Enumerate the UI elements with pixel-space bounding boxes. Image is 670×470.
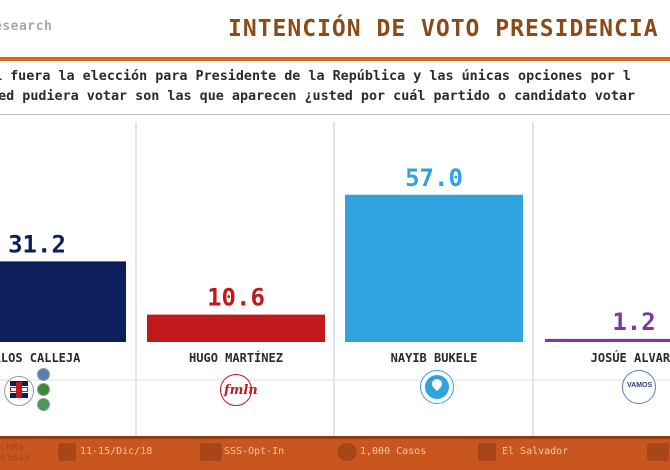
person-location-icon xyxy=(478,443,496,461)
category-label-1: RLOS CALLEJA xyxy=(0,351,81,365)
page-title: INTENCIÓN DE VOTO PRESIDENCIA xyxy=(228,16,659,42)
footer-method: SSS-Opt-In xyxy=(224,446,285,457)
vote-intention-bar-chart: 31.2 RLOS CALLEJA 10.6 HUGO MARTÍNEZ 57.0 NAY… xyxy=(0,122,670,436)
value-label-1: 31.2 xyxy=(8,230,66,258)
bar-1 xyxy=(0,261,126,342)
bar-4 xyxy=(545,338,670,342)
bar-2 xyxy=(147,314,325,342)
header-bar: esearch INTENCIÓN DE VOTO PRESIDENCIA xyxy=(0,0,670,62)
brand-name: esearch xyxy=(0,19,53,34)
question-box: i fuera la elección para Presidente de l… xyxy=(0,66,670,112)
bar-3 xyxy=(345,194,523,342)
vamos-logo-label: VAMOS xyxy=(627,382,653,389)
value-label-3: 57.0 xyxy=(405,164,463,192)
footer-country: El Salvador xyxy=(502,446,569,457)
footer-bar: chMa 03645 11-15/Dic/18 SSS-Opt-In 1,000… xyxy=(0,436,670,470)
value-label-2: 10.6 xyxy=(207,284,265,312)
envelope-icon xyxy=(647,443,669,461)
footer-date: 11-15/Dic/18 xyxy=(80,446,153,457)
footer-left-line-2: 03645 xyxy=(0,453,31,464)
category-label-3: NAYIB BUKELE xyxy=(391,351,478,365)
value-label-4: 1.2 xyxy=(612,308,655,336)
footer-left-text: chMa 03645 xyxy=(0,442,30,464)
sss-method-icon xyxy=(200,443,222,461)
fmln-logo-icon: fmln xyxy=(220,374,258,406)
gana-logo-icon xyxy=(420,370,456,404)
vamos-logo-icon: VAMOS xyxy=(622,370,658,404)
arena-party-logos-icon xyxy=(4,368,54,418)
header-accent-line xyxy=(0,57,670,61)
footer-cases: 1,000 Casos xyxy=(360,446,427,457)
question-line-2: sted pudiera votar son las que aparecen … xyxy=(0,89,636,104)
category-label-4: JOSÚE ALVARA xyxy=(591,350,670,365)
question-divider xyxy=(0,114,670,115)
footer-left-line-1: chMa xyxy=(0,442,25,453)
fmln-logo-label: fmln xyxy=(224,383,258,398)
calendar-icon xyxy=(58,443,76,461)
question-line-1: i fuera la elección para Presidente de l… xyxy=(0,69,631,84)
chat-bubble-icon xyxy=(337,443,357,461)
category-label-2: HUGO MARTÍNEZ xyxy=(189,350,283,365)
footer-top-line xyxy=(0,436,670,439)
